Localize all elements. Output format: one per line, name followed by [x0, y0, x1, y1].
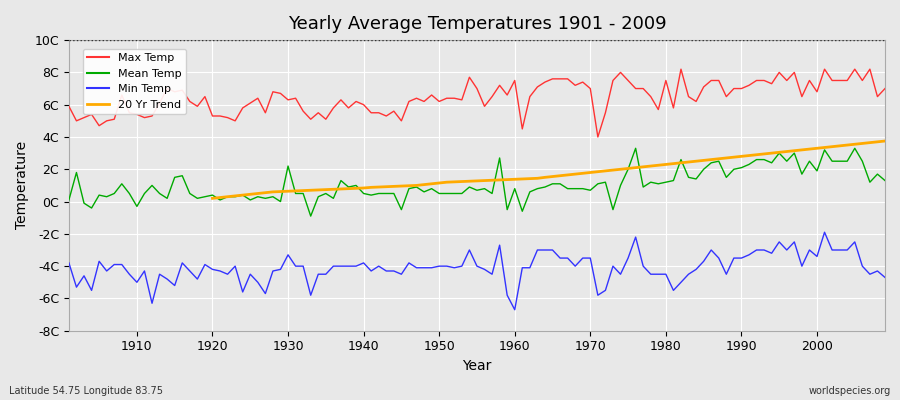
Y-axis label: Temperature: Temperature — [15, 141, 29, 230]
Legend: Max Temp, Mean Temp, Min Temp, 20 Yr Trend: Max Temp, Mean Temp, Min Temp, 20 Yr Tre… — [83, 48, 186, 114]
Text: Latitude 54.75 Longitude 83.75: Latitude 54.75 Longitude 83.75 — [9, 386, 163, 396]
Text: worldspecies.org: worldspecies.org — [809, 386, 891, 396]
X-axis label: Year: Year — [463, 359, 491, 373]
Title: Yearly Average Temperatures 1901 - 2009: Yearly Average Temperatures 1901 - 2009 — [288, 15, 666, 33]
